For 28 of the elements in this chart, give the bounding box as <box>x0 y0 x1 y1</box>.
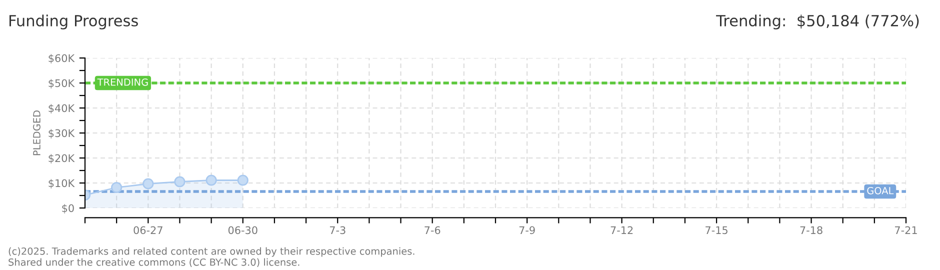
x-tick-label: 06-30 <box>228 226 258 234</box>
text: (c)2025. Trademarks and related content are owned by their respective companies. <box>8 247 414 257</box>
x-tick-label: 7-21 <box>895 226 917 234</box>
x-tick-label: 7-3 <box>330 226 346 234</box>
point <box>142 178 154 190</box>
ref-line-label: TRENDING <box>97 78 148 86</box>
x-tick-label: 7-15 <box>706 226 728 234</box>
chart-title: Funding Progress <box>10 14 138 30</box>
y-tick-label: $10K <box>48 179 75 188</box>
point <box>174 176 186 188</box>
x-tick-label: 7-12 <box>610 226 633 234</box>
x-tick-label: 7-6 <box>424 226 440 234</box>
point <box>111 182 122 194</box>
text: Shared under the creative commons (CC BY-NC 3.0) license. <box>8 258 300 267</box>
y-axis-title: PLEDGED <box>33 110 40 156</box>
y-tick-label: $40K <box>48 104 75 114</box>
x-tick-label: 7-18 <box>800 226 822 234</box>
y-tick-label: $50K <box>48 79 75 88</box>
x-tick-label: 7-9 <box>519 226 535 234</box>
point <box>206 174 217 186</box>
x-tick-label: 06-27 <box>134 226 162 234</box>
y-tick-label: $0 <box>62 204 74 214</box>
y-tick-label: $30K <box>48 129 75 138</box>
y-tick-label: $20K <box>48 154 75 164</box>
ref-line-label: GOAL <box>867 186 894 194</box>
y-tick-label: $60K <box>48 54 75 64</box>
text: Trending: $50,184 (772%) <box>716 14 919 30</box>
point <box>237 174 248 186</box>
